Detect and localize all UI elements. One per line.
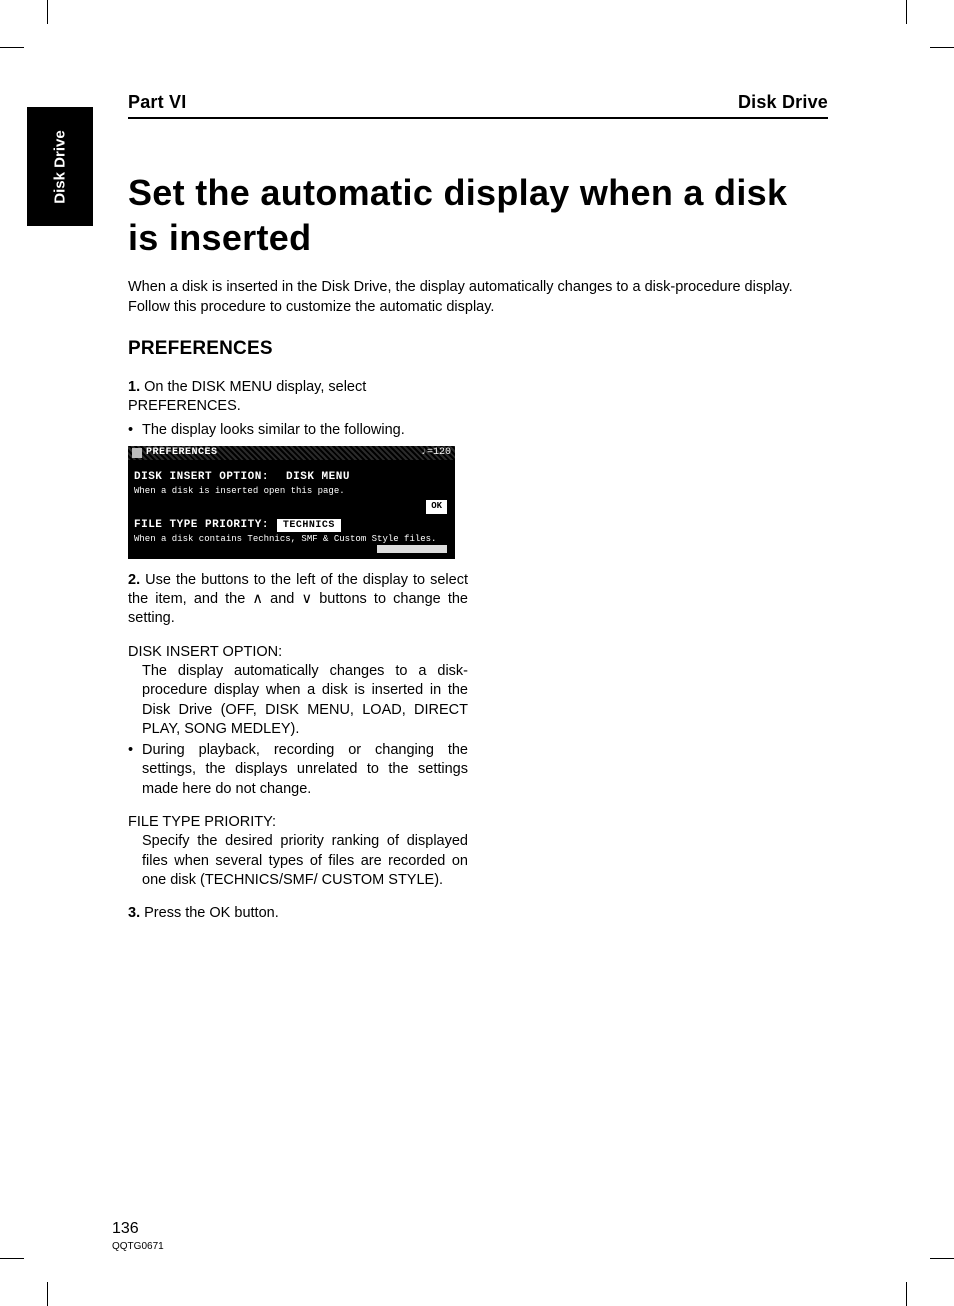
opt2-subtext: When a disk contains Technics, SMF & Cus… <box>134 534 449 544</box>
screenshot-title: PREFERENCES <box>146 446 218 459</box>
titlebar-icon <box>132 448 142 458</box>
screenshot-titlebar: PREFERENCES ♩=120 <box>128 446 455 460</box>
crop-mark <box>47 0 48 24</box>
header-rule <box>128 117 828 119</box>
page-title: Set the automatic display when a disk is… <box>128 170 828 260</box>
crop-mark <box>906 0 907 24</box>
opt2-value: TECHNICS <box>277 519 341 532</box>
step-number: 1. <box>128 379 140 395</box>
disk-insert-label: DISK INSERT OPTION: <box>128 643 468 662</box>
disk-insert-option-block: DISK INSERT OPTION: The display automati… <box>128 643 468 739</box>
header-section: Disk Drive <box>738 92 828 113</box>
disk-insert-bullet: During playback, recording or changing t… <box>128 741 468 799</box>
intro-paragraph: When a disk is inserted in the Disk Driv… <box>128 278 828 317</box>
embedded-screenshot: PREFERENCES ♩=120 DISK INSERT OPTION: DI… <box>128 446 455 559</box>
side-tab: Disk Drive <box>27 107 93 226</box>
page-number: 136 <box>112 1220 139 1238</box>
step-number: 2. <box>128 572 140 588</box>
step-text: On the DISK MENU display, select PREFERE… <box>128 379 366 414</box>
page-header: Part VI Disk Drive <box>128 92 828 119</box>
document-code: QQTG0671 <box>112 1241 164 1252</box>
file-type-priority-block: FILE TYPE PRIORITY: Specify the desired … <box>128 813 468 890</box>
side-tab-label: Disk Drive <box>52 130 69 203</box>
screenshot-tempo: ♩=120 <box>421 446 451 460</box>
screenshot-option-1: DISK INSERT OPTION: DISK MENU When a dis… <box>134 470 449 499</box>
file-type-desc: Specify the desired priority ranking of … <box>128 832 468 890</box>
screenshot-scrollbar <box>377 545 447 553</box>
step-text: Use the buttons to the left of the displ… <box>128 572 468 627</box>
step-2: 2. Use the buttons to the left of the di… <box>128 571 468 629</box>
step-1-bullet: The display looks similar to the followi… <box>128 421 468 440</box>
opt1-label: DISK INSERT OPTION: <box>134 471 269 483</box>
step-text: Press the OK button. <box>144 905 279 921</box>
ok-button: OK <box>426 500 447 514</box>
disk-insert-desc: The display automatically changes to a d… <box>128 662 468 739</box>
step-3: 3. Press the OK button. <box>128 904 468 923</box>
file-type-label: FILE TYPE PRIORITY: <box>128 813 468 832</box>
crop-mark <box>906 1282 907 1306</box>
crop-mark <box>0 47 24 48</box>
step-number: 3. <box>128 905 140 921</box>
content-column: 1. On the DISK MENU display, select PREF… <box>128 378 468 927</box>
section-heading: PREFERENCES <box>128 338 273 360</box>
header-part: Part VI <box>128 92 186 113</box>
crop-mark <box>930 47 954 48</box>
step-1: 1. On the DISK MENU display, select PREF… <box>128 378 468 417</box>
crop-mark <box>930 1258 954 1259</box>
opt1-subtext: When a disk is inserted open this page. <box>134 486 449 498</box>
opt2-label: FILE TYPE PRIORITY: <box>134 518 269 533</box>
crop-mark <box>0 1258 24 1259</box>
crop-mark <box>47 1282 48 1306</box>
screenshot-option-2: FILE TYPE PRIORITY: TECHNICS When a disk… <box>134 518 449 545</box>
opt1-value: DISK MENU <box>286 471 350 483</box>
